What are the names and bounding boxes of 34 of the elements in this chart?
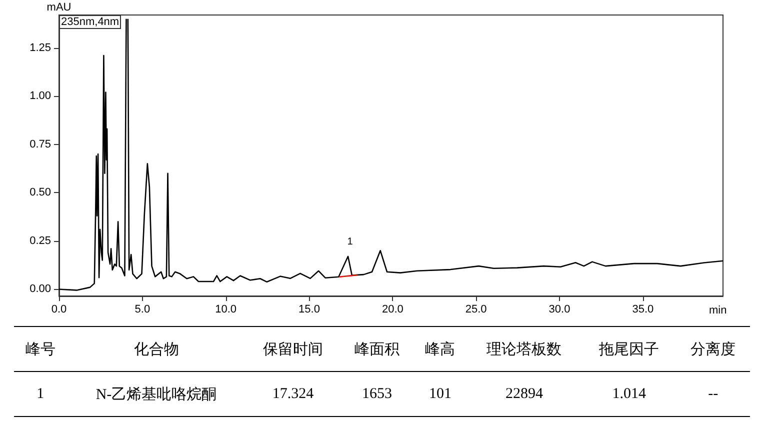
x-tick-label: 30.0: [548, 304, 570, 316]
text: N-乙烯基吡咯烷酮: [94, 386, 218, 404]
x-axis-title: min: [709, 304, 727, 316]
text: --: [707, 384, 720, 404]
x-tick-label: 5.0: [134, 304, 150, 316]
x-tick-label: 10.0: [215, 304, 237, 316]
y-tick-label: 0.75: [30, 138, 51, 150]
y-tick-label: 1.25: [30, 42, 51, 54]
text: 拖尾因子: [598, 340, 660, 360]
text: 17.324: [271, 384, 315, 404]
y-tick-label: 0.50: [30, 186, 51, 199]
y-axis-title: mAU: [46, 2, 72, 14]
text: 化合物: [132, 340, 180, 360]
x-tick-label: 15.0: [298, 304, 320, 316]
x-tick-label: 25.0: [465, 304, 487, 316]
text: 峰号: [24, 340, 56, 360]
y-tick-label: 0.00: [30, 283, 51, 296]
x-tick-label: 35.0: [632, 304, 654, 316]
text: 101: [428, 384, 452, 404]
text: 分离度: [690, 340, 737, 360]
text: 22894: [504, 384, 544, 404]
text: 保留时间: [262, 340, 324, 360]
text: 峰面积: [353, 340, 400, 360]
annotation: 1: [347, 236, 354, 248]
y-tick-label: 0.25: [30, 234, 51, 247]
y-tick-label: 1.00: [30, 90, 51, 102]
text: 1653: [360, 384, 393, 404]
x-tick-label: 0.0: [51, 304, 67, 316]
text: 1: [36, 384, 46, 404]
text: 1.014: [611, 384, 647, 404]
text: 峰高: [424, 340, 456, 360]
text: 理论塔板数: [486, 340, 563, 360]
annotation: 235nm,4nm: [59, 15, 122, 29]
x-tick-label: 20.0: [382, 304, 404, 316]
